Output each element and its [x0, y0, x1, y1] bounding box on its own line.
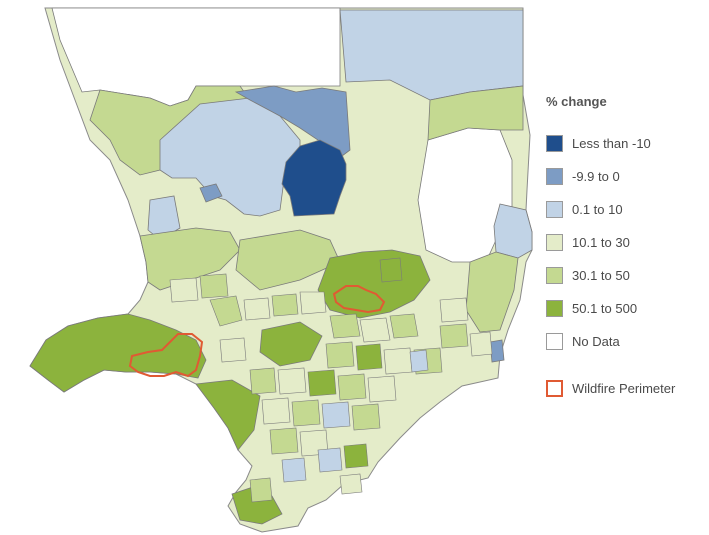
legend-swatch [546, 201, 563, 218]
legend-label: -9.9 to 0 [572, 169, 620, 184]
legend-swatch [546, 333, 563, 350]
legend-item-minus-9-9-to-0: -9.9 to 0 [546, 160, 706, 193]
legend-item-30-1-to-50: 30.1 to 50 [546, 259, 706, 292]
region-green-east-upper [427, 85, 524, 141]
legend-label: No Data [572, 334, 620, 349]
region-green-east-lower [465, 251, 519, 333]
urban-tracts [169, 257, 493, 503]
region-dark-green-mid [259, 321, 323, 367]
legend-swatch [546, 234, 563, 251]
wildfire-perimeter-east [332, 285, 386, 314]
region-dark-blue [281, 139, 347, 217]
region-light-blue-east [493, 203, 533, 259]
legend-swatch [546, 300, 563, 317]
legend-swatch [546, 135, 563, 152]
legend-item-less-than-minus-10: Less than -10 [546, 127, 706, 160]
legend-label: 30.1 to 50 [572, 268, 630, 283]
legend-item-10-1-to-30: 10.1 to 30 [546, 226, 706, 259]
legend-label: 0.1 to 10 [572, 202, 623, 217]
region-mid-blue-small [199, 183, 223, 203]
legend-label: 10.1 to 30 [572, 235, 630, 250]
region-dark-green-northeast [317, 249, 431, 319]
legend-swatch [546, 267, 563, 284]
region-mid-blue-east [489, 339, 505, 363]
legend: % change Less than -10 -9.9 to 0 0.1 to … [546, 94, 706, 405]
legend-item-50-1-to-500: 50.1 to 500 [546, 292, 706, 325]
legend-label: 50.1 to 500 [572, 301, 638, 316]
wildfire-perimeter-west [128, 333, 204, 378]
legend-item-wildfire-perimeter: Wildfire Perimeter [546, 372, 706, 405]
region-green-central [235, 229, 341, 291]
legend-label: Wildfire Perimeter [572, 381, 676, 396]
region-green-west [139, 227, 241, 291]
legend-item-no-data: No Data [546, 325, 706, 358]
region-dark-green-south [195, 379, 261, 451]
legend-title: % change [546, 94, 607, 109]
region-dark-green-coast [29, 313, 207, 393]
legend-label: Less than -10 [572, 136, 651, 151]
legend-swatch [546, 168, 563, 185]
legend-swatch-wildfire [546, 380, 563, 397]
legend-item-0-1-to-10: 0.1 to 10 [546, 193, 706, 226]
